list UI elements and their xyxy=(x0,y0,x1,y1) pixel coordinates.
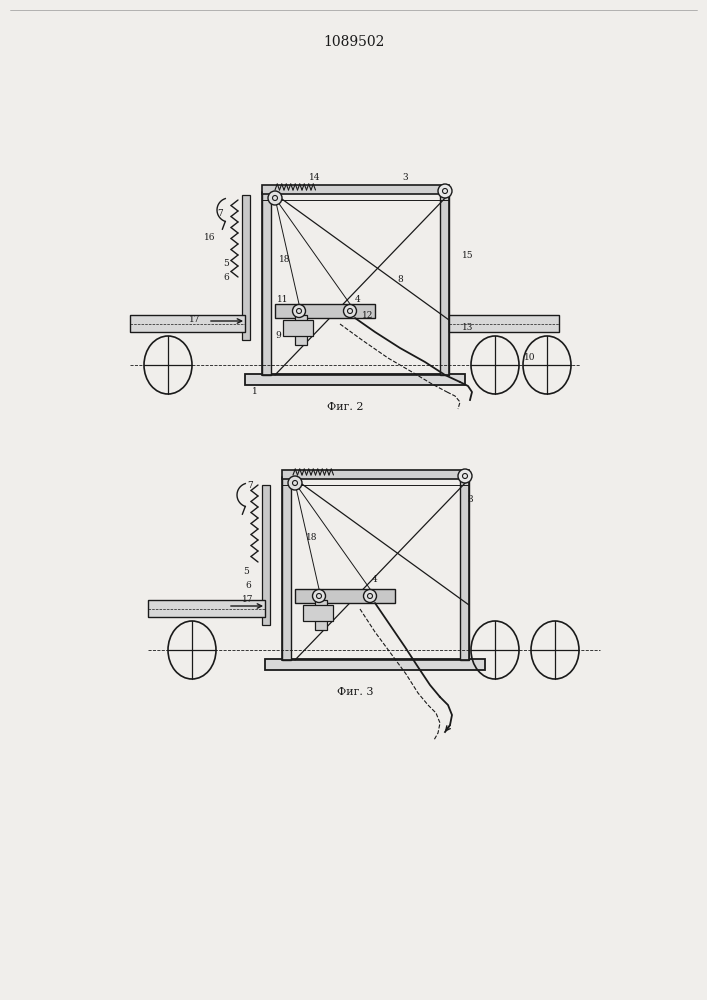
Circle shape xyxy=(363,589,377,602)
Text: 8: 8 xyxy=(397,275,403,284)
Text: 6: 6 xyxy=(245,580,251,589)
Bar xyxy=(282,475,291,660)
Text: 7: 7 xyxy=(247,481,253,489)
Bar xyxy=(265,659,485,670)
Bar xyxy=(295,589,395,603)
Text: 16: 16 xyxy=(204,233,216,242)
Bar xyxy=(130,315,245,332)
Text: 12: 12 xyxy=(362,310,374,320)
Text: 18: 18 xyxy=(279,255,291,264)
Text: 3: 3 xyxy=(467,494,473,504)
Text: 10: 10 xyxy=(525,354,536,362)
Circle shape xyxy=(438,184,452,198)
Bar xyxy=(275,304,375,318)
Text: 18: 18 xyxy=(306,532,317,542)
Circle shape xyxy=(293,304,305,318)
Text: 14: 14 xyxy=(309,174,321,182)
Text: 9: 9 xyxy=(275,332,281,340)
Text: 7: 7 xyxy=(217,209,223,218)
Bar xyxy=(303,605,333,621)
Bar xyxy=(262,485,270,625)
Bar xyxy=(460,475,469,660)
Bar xyxy=(295,315,307,345)
Text: 17: 17 xyxy=(243,595,254,604)
Circle shape xyxy=(312,589,325,602)
Bar xyxy=(245,374,465,385)
Text: 5: 5 xyxy=(243,566,249,576)
Text: 1089502: 1089502 xyxy=(323,35,385,49)
Bar xyxy=(148,600,265,617)
Text: 1: 1 xyxy=(252,387,258,396)
Bar xyxy=(262,190,271,375)
Bar xyxy=(282,470,469,479)
Text: 17: 17 xyxy=(189,316,201,324)
Text: 4: 4 xyxy=(372,574,378,584)
Circle shape xyxy=(458,469,472,483)
Circle shape xyxy=(268,191,282,205)
Circle shape xyxy=(288,476,302,490)
Bar xyxy=(242,195,250,340)
Text: 11: 11 xyxy=(277,296,288,304)
Text: 3: 3 xyxy=(402,174,408,182)
Bar xyxy=(449,315,559,332)
Bar xyxy=(262,185,449,194)
Bar xyxy=(315,600,327,630)
Text: 15: 15 xyxy=(462,250,474,259)
Text: 13: 13 xyxy=(462,324,474,332)
Text: Фиг. 3: Фиг. 3 xyxy=(337,687,373,697)
Bar xyxy=(283,320,313,336)
Bar xyxy=(440,190,449,375)
Text: 5: 5 xyxy=(223,259,229,268)
Text: 4: 4 xyxy=(355,296,361,304)
Circle shape xyxy=(344,304,356,318)
Text: 6: 6 xyxy=(223,273,229,282)
Text: Фиг. 2: Фиг. 2 xyxy=(327,402,363,412)
